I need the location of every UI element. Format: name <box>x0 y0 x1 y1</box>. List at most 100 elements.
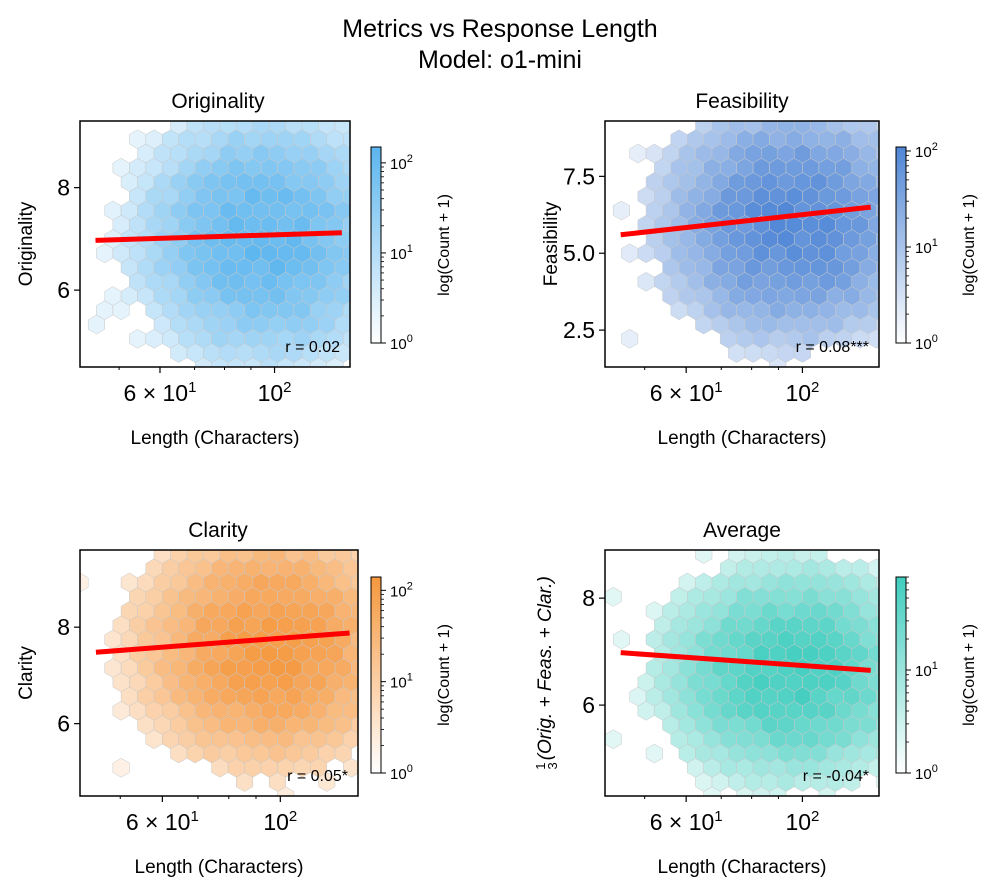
hex-cell <box>612 629 630 650</box>
hex-cell <box>227 357 245 367</box>
x-tick-label: 6 × 101 <box>650 808 723 835</box>
hex-cell <box>605 729 622 750</box>
y-axis-label: 13(Orig. + Feas. + Clar.) <box>533 576 560 770</box>
x-axis-label: Length (Characters) <box>131 428 300 449</box>
hex-cell <box>818 786 836 796</box>
hex-cell <box>326 357 344 367</box>
colorbar-tick-label: 101 <box>390 672 413 692</box>
colorbar-tick-label: 100 <box>915 333 938 353</box>
colorbar-tick-label: 100 <box>915 763 938 783</box>
hex-cell <box>211 357 229 367</box>
x-tick-label: 102 <box>785 808 819 835</box>
hex-cell <box>318 772 336 792</box>
hex-cell <box>605 587 622 607</box>
colorbar-tick-label: 102 <box>390 580 413 600</box>
colorbar-tick-label: 102 <box>390 153 413 173</box>
x-tick-label: 102 <box>785 379 819 406</box>
hex-cell <box>236 772 254 792</box>
hex-cell <box>793 343 811 363</box>
hex-cell <box>129 329 147 349</box>
hex-cell <box>645 743 663 764</box>
colorbar-tick-label: 101 <box>390 243 413 263</box>
hex-cell <box>769 357 787 367</box>
hex-cell <box>112 300 130 321</box>
chart-panel-feasibility: Feasibility 6 × 101 102 2.5 5.0 7.5 Length (Ch… <box>541 90 978 449</box>
x-axis-label: Length (Characters) <box>658 428 827 449</box>
y-tick-label: 2.5 <box>563 317 595 343</box>
hex-cell <box>868 758 879 778</box>
y-tick-label: 5.0 <box>563 240 595 266</box>
hex-cell <box>695 550 713 564</box>
panel-title: Average <box>703 519 781 542</box>
chart-panel-originality: Originality 6 × 101 102 6 8 Length (Character… <box>16 90 453 449</box>
hex-cell <box>277 357 295 367</box>
x-axis-label: Length (Characters) <box>658 857 827 878</box>
axes-frame <box>79 549 359 797</box>
hex-cell <box>112 758 130 778</box>
hex-cell <box>293 357 311 367</box>
x-axis-label: Length (Characters) <box>135 857 304 878</box>
colorbar-label: log(Count + 1) <box>961 624 978 726</box>
colorbar-tick-label: 101 <box>915 237 938 257</box>
colorbar <box>895 146 907 344</box>
hexbin-cells <box>605 550 879 796</box>
hex-cell <box>736 786 754 796</box>
panel-title: Originality <box>171 90 265 113</box>
y-tick-label: 6 <box>57 277 70 303</box>
colorbar-label: log(Count + 1) <box>436 194 453 296</box>
trend-line <box>95 230 342 243</box>
y-tick-label: 6 <box>582 692 595 718</box>
hex-cell <box>752 786 770 796</box>
x-tick-label: 6 × 101 <box>650 379 723 406</box>
correlation-annotation: r = 0.08*** <box>796 339 869 356</box>
hex-cell <box>87 314 105 335</box>
hexbin-cells <box>80 550 358 796</box>
hex-cell <box>260 357 278 367</box>
chart-panel-average: Average 6 × 101 102 6 8 Length (Characters) 13… <box>533 519 978 878</box>
hex-cell <box>769 786 787 796</box>
y-axis-label: Clarity <box>16 646 37 700</box>
y-tick-label: 6 <box>57 711 70 737</box>
hexbin-cells <box>612 121 879 367</box>
axes-frame <box>79 120 351 368</box>
chart-panel-clarity: Clarity 6 × 101 102 6 8 Length (Characters) Cl… <box>16 519 453 878</box>
hex-cell <box>612 200 630 221</box>
figure-title: Metrics vs Response Length <box>342 15 657 43</box>
colorbar-tick-label: 100 <box>390 763 413 783</box>
panel-title: Clarity <box>188 519 248 542</box>
hex-cell <box>621 329 639 349</box>
hex-cell <box>343 758 358 778</box>
hex-cell <box>310 357 328 367</box>
colorbar-label: log(Count + 1) <box>436 624 453 726</box>
hex-cell <box>194 357 212 367</box>
hex-cell <box>703 786 721 796</box>
colorbar <box>370 576 382 774</box>
colorbar-tick-label: 101 <box>915 660 938 680</box>
axes-frame <box>604 549 880 797</box>
colorbar-tick-label: 102 <box>915 141 938 161</box>
hex-cell <box>868 329 879 349</box>
hex-cell <box>637 272 655 292</box>
hex-cell <box>80 572 89 593</box>
colorbar <box>895 576 907 774</box>
y-axis-label: Feasibility <box>541 201 562 286</box>
trend-line <box>620 650 871 673</box>
colorbar-label: log(Count + 1) <box>961 194 978 296</box>
hex-cell <box>621 243 639 264</box>
figure-subtitle: Model: o1-mini <box>418 46 582 74</box>
y-tick-label: 8 <box>582 585 595 611</box>
colorbar <box>370 146 382 344</box>
hex-cell <box>277 786 295 796</box>
trend-line <box>95 630 350 655</box>
hexbin-cells <box>87 121 350 367</box>
trend-line <box>620 204 871 238</box>
x-tick-label: 6 × 101 <box>126 808 199 835</box>
y-tick-label: 8 <box>57 614 70 640</box>
hex-cell <box>843 772 861 792</box>
x-tick-label: 102 <box>258 379 292 406</box>
x-tick-label: 102 <box>263 808 297 835</box>
correlation-annotation: r = -0.04* <box>803 768 869 785</box>
correlation-annotation: r = 0.02 <box>285 339 340 356</box>
correlation-annotation: r = 0.05* <box>287 768 348 785</box>
